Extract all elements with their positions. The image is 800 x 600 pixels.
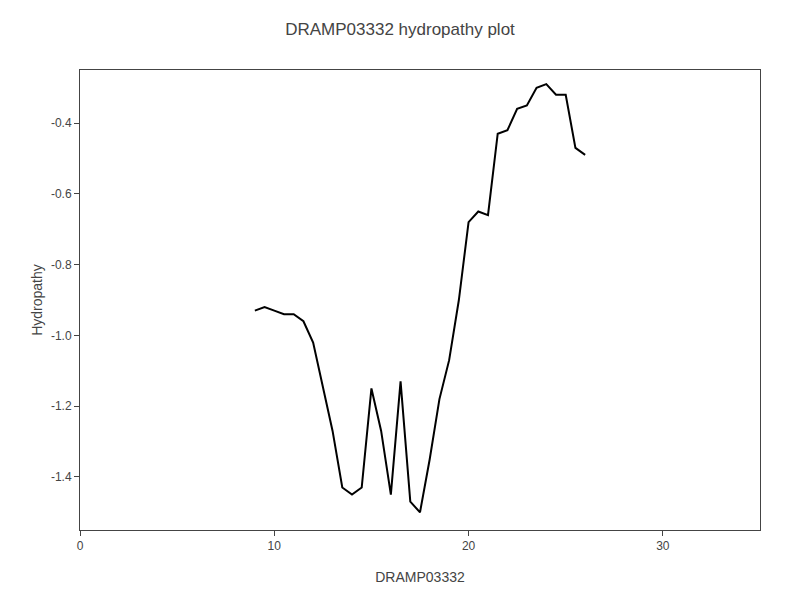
svg-text:-0.4: -0.4 — [51, 116, 72, 130]
svg-text:-1.0: -1.0 — [51, 329, 72, 343]
svg-text:Hydropathy: Hydropathy — [29, 264, 45, 336]
svg-text:30: 30 — [656, 539, 670, 553]
svg-text:-1.4: -1.4 — [51, 470, 72, 484]
svg-text:10: 10 — [268, 539, 282, 553]
svg-text:DRAMP03332: DRAMP03332 — [375, 569, 465, 585]
svg-text:20: 20 — [462, 539, 476, 553]
svg-text:-0.8: -0.8 — [51, 258, 72, 272]
svg-text:DRAMP03332 hydropathy plot: DRAMP03332 hydropathy plot — [285, 20, 515, 39]
svg-text:-0.6: -0.6 — [51, 187, 72, 201]
svg-text:0: 0 — [77, 539, 84, 553]
svg-text:-1.2: -1.2 — [51, 399, 72, 413]
